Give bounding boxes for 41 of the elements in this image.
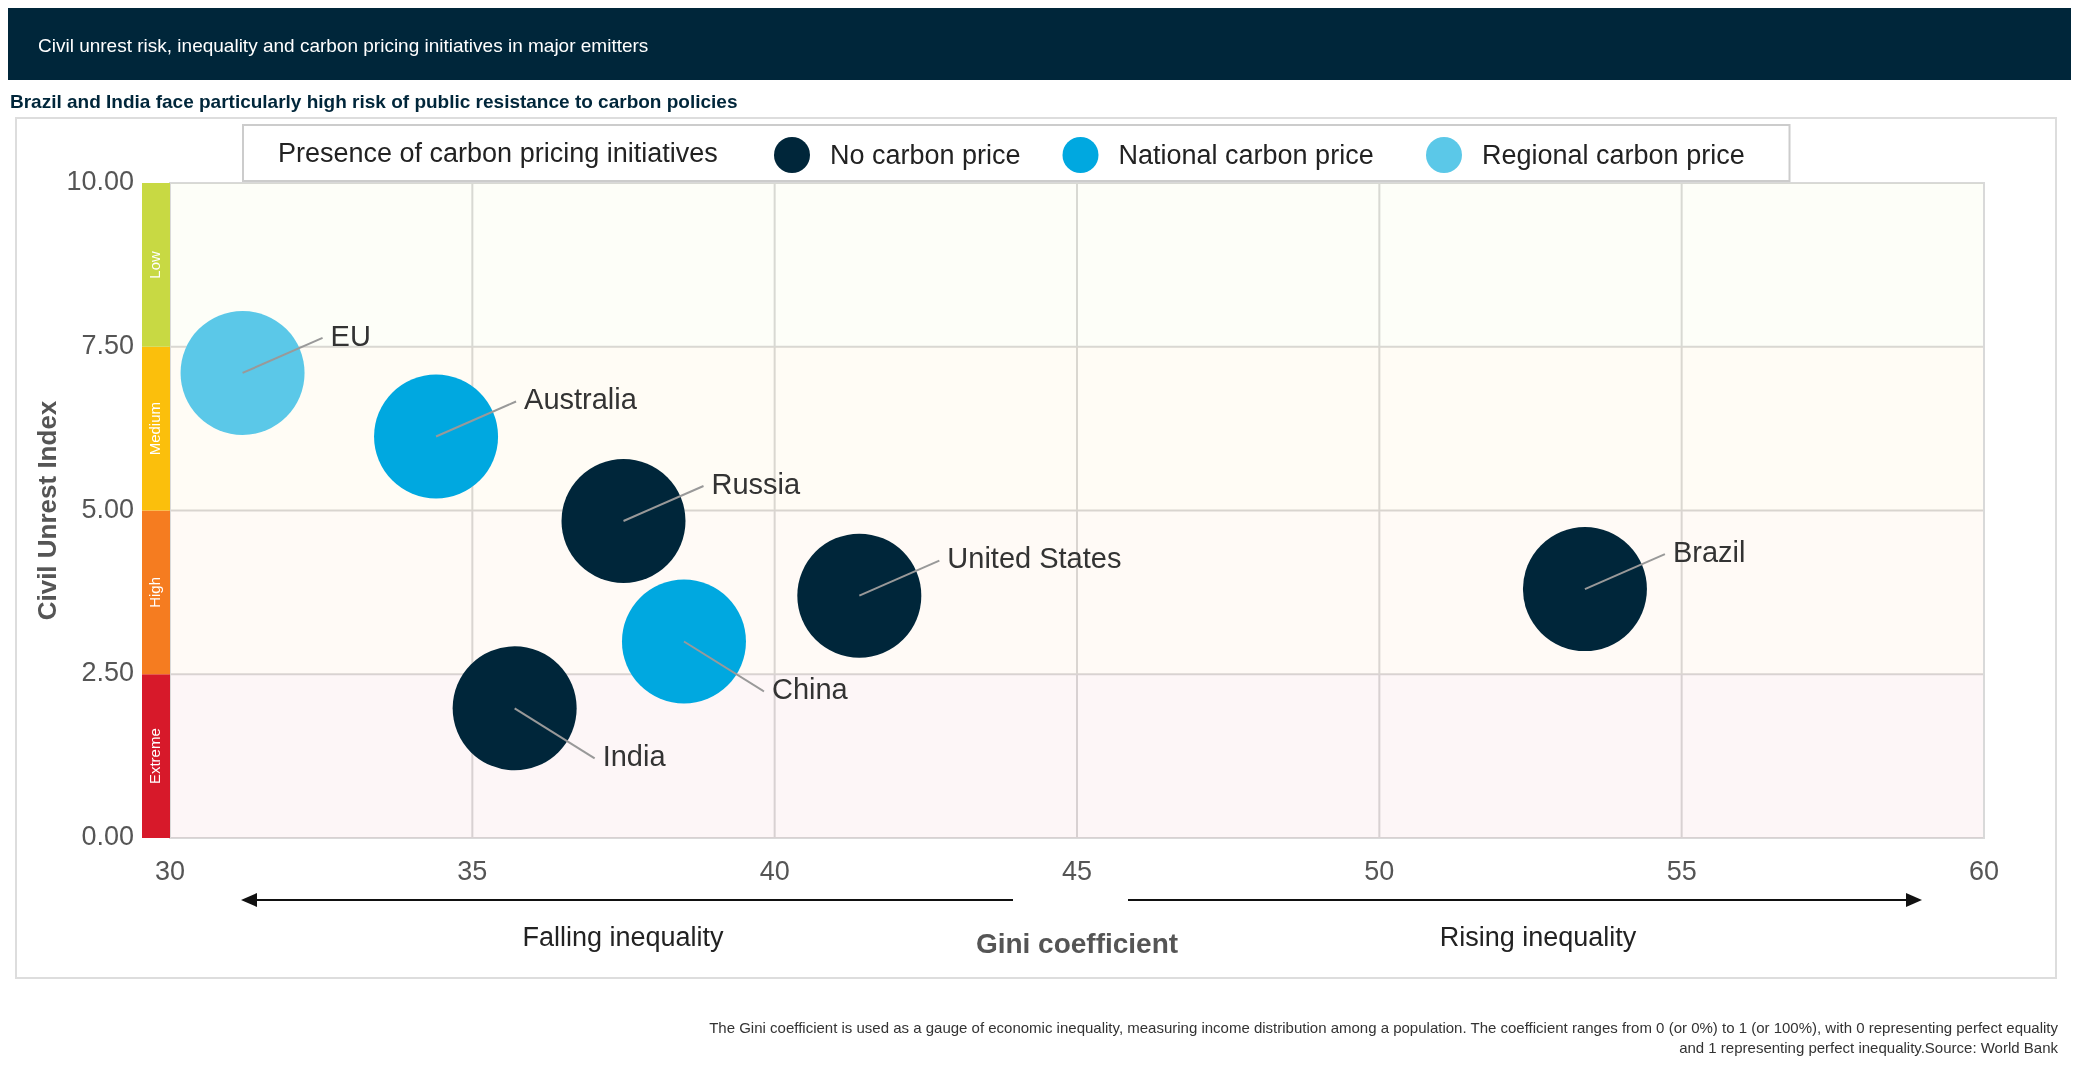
y-axis-title: Civil Unrest Index [32, 400, 62, 621]
point [621, 579, 746, 704]
text: Falling inequality [522, 922, 725, 952]
legend-label: Regional carbon price [1482, 140, 1745, 171]
text: Rising inequality [1439, 922, 1637, 952]
legend-title: Presence of carbon pricing initiatives [278, 138, 718, 169]
point [374, 374, 499, 499]
annotation: India [602, 739, 667, 772]
band-label: Low [145, 250, 163, 279]
x-tick-label: 50 [1364, 856, 1395, 886]
annotation: Brazil [1672, 535, 1746, 568]
band-label: Medium [145, 401, 163, 456]
annotation: Australia [524, 383, 638, 416]
annotation: United States [947, 542, 1122, 575]
x-axis-title: Gini coefficient [975, 928, 1179, 959]
y-tick-label: 0.00 [81, 821, 134, 852]
x-tick-label: 40 [759, 856, 790, 886]
point [797, 533, 922, 658]
annotation: Russia [711, 467, 802, 500]
text: The Gini coefficient is used as a gauge of economic inequality, measuring income distribution among a population. The coefficient ranges from 0 (or 0%) to 1 (or 100%), with 0 representing perfect equality and 1 representing perfect inequality.Source: World Bank [709, 1019, 2059, 1056]
band-label: High [145, 576, 163, 608]
point [561, 458, 686, 583]
y-tick-label: 7.50 [81, 329, 134, 360]
annotation: China [771, 673, 849, 706]
x-tick-label: 30 [154, 856, 186, 886]
y-tick-label: 2.50 [81, 657, 134, 688]
annotation: EU [330, 319, 371, 352]
legend-label: National carbon price [1118, 140, 1374, 171]
point [1522, 527, 1647, 652]
x-tick-label: 45 [1061, 856, 1093, 886]
x-tick-label: 60 [1968, 856, 2000, 886]
point [180, 310, 305, 435]
chart-subtitle: Brazil and India face particularly high risk of public resistance to carbon policies [10, 91, 738, 112]
band-label: Extreme [145, 728, 163, 785]
y-tick-label: 5.00 [81, 493, 134, 524]
legend-label: No carbon price [830, 140, 1021, 171]
x-tick-label: 35 [457, 856, 488, 886]
point [452, 646, 577, 771]
x-tick-label: 55 [1666, 856, 1697, 886]
y-tick-label: 10.00 [66, 166, 134, 197]
chart-title: Civil unrest risk, inequality and carbon pricing initiatives in major emitters [38, 35, 649, 56]
